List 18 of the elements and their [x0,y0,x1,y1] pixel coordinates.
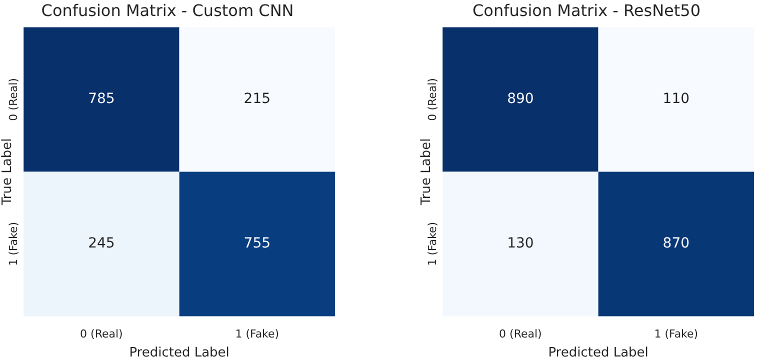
chart-title: Confusion Matrix - Custom CNN [41,0,294,20]
x-axis-title: Predicted Label [129,346,230,361]
data-label: 110 [662,91,690,108]
data-label: 130 [507,236,534,252]
x-tick-label: 0 (Real) [80,328,123,341]
data-label: 245 [88,236,115,252]
data-label: 755 [244,236,271,252]
data-label: 870 [662,236,690,252]
x-tick-label: 1 (Fake) [654,328,698,341]
y-axis-title: True Label [419,138,434,206]
data-label: 215 [244,91,271,108]
y-axis-title: True Label [0,138,16,206]
x-tick-label: 1 (Fake) [235,328,280,341]
x-tick-label: 0 (Real) [499,328,542,341]
data-label: 785 [88,91,115,108]
data-label: 890 [507,91,534,108]
chart-title: Confusion Matrix - ResNet50 [472,0,701,20]
x-axis-title: Predicted Label [548,346,648,361]
